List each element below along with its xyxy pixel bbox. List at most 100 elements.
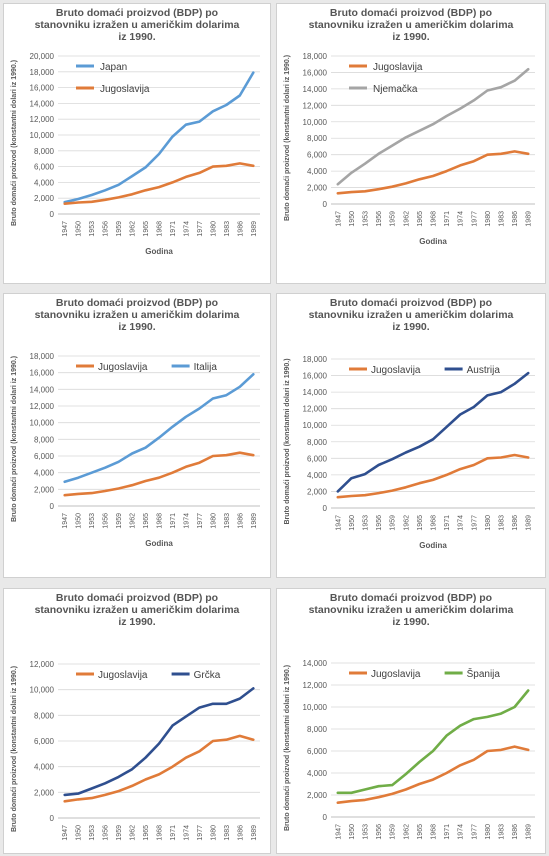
x-tick-label: 1986 bbox=[237, 513, 244, 529]
x-tick-label: 1989 bbox=[526, 824, 533, 840]
y-tick-label: 10,000 bbox=[30, 419, 55, 428]
series-line-španija bbox=[336, 689, 530, 795]
y-tick-label: 12,000 bbox=[303, 405, 328, 414]
y-axis-label: Bruto domaći proizvod (konstantni dolari… bbox=[284, 55, 291, 221]
x-tick-label: 1977 bbox=[471, 824, 478, 840]
x-tick-label: 1968 bbox=[431, 515, 438, 531]
chart-title-line: iz 1990. bbox=[118, 616, 155, 628]
x-tick-label: 1977 bbox=[197, 825, 204, 841]
y-tick-label: 12,000 bbox=[30, 115, 55, 124]
x-axis-label: Godina bbox=[419, 237, 447, 246]
x-tick-label: 1950 bbox=[76, 513, 83, 529]
y-tick-label: 0 bbox=[323, 200, 328, 209]
y-tick-label: 16,000 bbox=[30, 369, 55, 378]
x-tick-label: 1971 bbox=[170, 513, 177, 529]
y-tick-label: 4,000 bbox=[34, 178, 55, 187]
chart-title-line: stanovniku izražen u američkim dolarima bbox=[35, 309, 240, 321]
x-tick-label: 1965 bbox=[143, 221, 150, 237]
y-tick-label: 16,000 bbox=[30, 84, 55, 93]
y-tick-label: 6,000 bbox=[307, 747, 328, 756]
legend-label: Jugoslavija bbox=[373, 62, 423, 73]
x-tick-label: 1956 bbox=[376, 211, 383, 227]
x-tick-label: 1974 bbox=[458, 515, 465, 531]
x-tick-label: 1971 bbox=[444, 211, 451, 227]
x-tick-label: 1983 bbox=[499, 824, 506, 840]
series-line-japan bbox=[63, 71, 255, 204]
x-tick-label: 1989 bbox=[251, 825, 258, 841]
x-tick-label: 1986 bbox=[237, 221, 244, 237]
x-tick-label: 1962 bbox=[130, 221, 137, 237]
y-axis-label: Bruto domaći proizvod (konstantni dolari… bbox=[284, 665, 291, 831]
line-chart: Bruto domaći proizvod (BDP) postanovniku… bbox=[284, 592, 535, 840]
chart-title-line: Bruto domaći proizvod (BDP) po bbox=[56, 297, 218, 309]
legend-label: Austrija bbox=[467, 365, 501, 376]
x-tick-label: 1980 bbox=[210, 221, 217, 237]
y-tick-label: 14,000 bbox=[30, 385, 55, 394]
chart-title-line: Bruto domaći proizvod (BDP) po bbox=[330, 592, 492, 604]
x-tick-label: 1989 bbox=[251, 221, 258, 237]
y-tick-label: 0 bbox=[50, 502, 55, 511]
y-tick-label: 10,000 bbox=[303, 421, 328, 430]
y-tick-label: 2,000 bbox=[34, 788, 55, 797]
x-tick-label: 1947 bbox=[335, 515, 342, 531]
y-axis-label: Bruto domaći proizvod (konstantni dolari… bbox=[284, 358, 291, 524]
x-tick-label: 1983 bbox=[224, 513, 231, 529]
y-tick-label: 14,000 bbox=[30, 99, 55, 108]
y-tick-label: 8,000 bbox=[307, 134, 328, 143]
y-axis-label: Bruto domaći proizvod (konstantni dolari… bbox=[11, 666, 18, 832]
y-tick-label: 18,000 bbox=[30, 68, 55, 77]
x-tick-label: 1977 bbox=[471, 211, 478, 227]
y-tick-label: 2,000 bbox=[34, 194, 55, 203]
legend-label: Jugoslavija bbox=[100, 84, 150, 95]
x-tick-label: 1950 bbox=[76, 825, 83, 841]
y-tick-label: 2,000 bbox=[34, 485, 55, 494]
x-tick-label: 1968 bbox=[157, 513, 164, 529]
y-tick-label: 18,000 bbox=[303, 355, 328, 364]
x-tick-label: 1959 bbox=[116, 825, 123, 841]
series-line-jugoslavija bbox=[336, 150, 530, 195]
y-tick-label: 6,000 bbox=[34, 163, 55, 172]
x-axis-label: Godina bbox=[145, 247, 173, 256]
y-tick-label: 4,000 bbox=[34, 469, 55, 478]
y-tick-label: 8,000 bbox=[34, 435, 55, 444]
x-tick-label: 1956 bbox=[103, 825, 110, 841]
x-tick-label: 1956 bbox=[103, 221, 110, 237]
x-tick-label: 1974 bbox=[183, 513, 190, 529]
chart-title-line: stanovniku izražen u američkim dolarima bbox=[309, 19, 514, 31]
x-tick-label: 1971 bbox=[170, 825, 177, 841]
chart-panel-japan: Bruto domaći proizvod (BDP) po stanovniku… bbox=[3, 3, 271, 284]
line-chart: Bruto domaći proizvod (BDP) postanovniku… bbox=[11, 297, 260, 548]
line-chart: Bruto domaći proizvod (BDP) postanovniku… bbox=[284, 7, 535, 246]
chart-title-line: stanovniku izražen u američkim dolarima bbox=[309, 309, 514, 321]
chart-title-line: iz 1990. bbox=[118, 321, 155, 333]
chart-title-line: iz 1990. bbox=[392, 31, 429, 43]
x-tick-label: 1965 bbox=[143, 513, 150, 529]
series-line-jugoslavija bbox=[63, 451, 255, 497]
legend-label: Španija bbox=[467, 667, 501, 680]
y-tick-label: 18,000 bbox=[30, 352, 55, 361]
series-line-jugoslavija bbox=[63, 734, 255, 803]
chart-panel-spanija: Bruto domaći proizvod (BDP) po stanovniku… bbox=[276, 588, 546, 854]
y-tick-label: 14,000 bbox=[303, 659, 328, 668]
x-tick-label: 1986 bbox=[512, 824, 519, 840]
x-tick-label: 1947 bbox=[62, 825, 69, 841]
x-tick-label: 1947 bbox=[335, 211, 342, 227]
x-tick-label: 1974 bbox=[183, 825, 190, 841]
chart-title-line: iz 1990. bbox=[118, 31, 155, 43]
y-tick-label: 10,000 bbox=[303, 703, 328, 712]
y-tick-label: 8,000 bbox=[307, 725, 328, 734]
x-tick-label: 1986 bbox=[237, 825, 244, 841]
chart-title-line: Bruto domaći proizvod (BDP) po bbox=[56, 592, 218, 604]
y-tick-label: 20,000 bbox=[30, 52, 55, 61]
x-tick-label: 1959 bbox=[116, 221, 123, 237]
y-tick-label: 4,000 bbox=[34, 763, 55, 772]
x-tick-label: 1953 bbox=[363, 211, 370, 227]
x-tick-label: 1980 bbox=[485, 515, 492, 531]
line-chart: Bruto domaći proizvod (BDP) postanovniku… bbox=[11, 592, 260, 841]
y-tick-label: 12,000 bbox=[30, 660, 55, 669]
chart-title-line: stanovniku izražen u američkim dolarima bbox=[35, 19, 240, 31]
chart-title-line: Bruto domaći proizvod (BDP) po bbox=[330, 7, 492, 19]
x-tick-label: 1956 bbox=[376, 824, 383, 840]
series-line-jugoslavija bbox=[336, 745, 530, 804]
x-tick-label: 1980 bbox=[485, 824, 492, 840]
